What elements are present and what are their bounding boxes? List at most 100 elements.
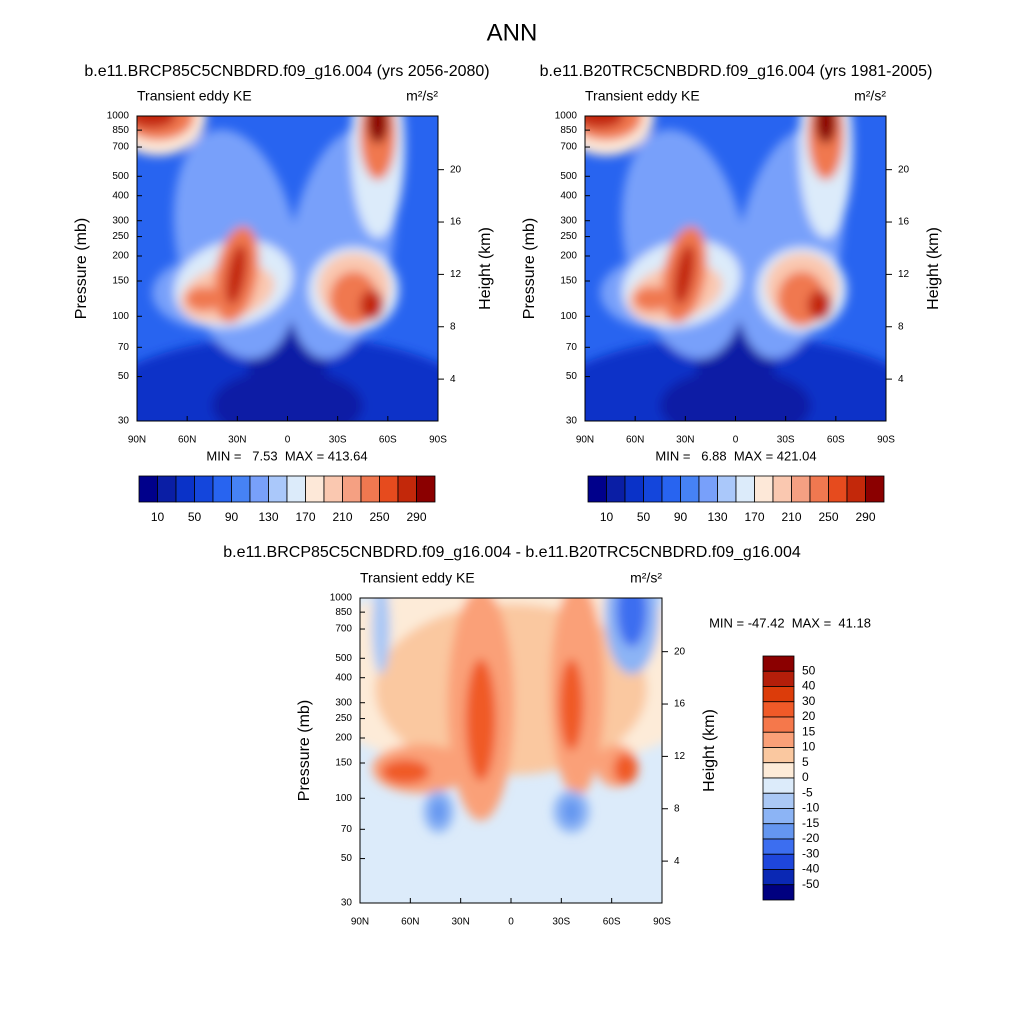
y-tick-label: 700 [560, 142, 577, 153]
y-tick-label: 200 [335, 733, 352, 744]
x-tick-label: 60N [626, 435, 644, 446]
colorbar-label: 90 [674, 510, 688, 524]
contour-field [585, 116, 886, 421]
y2-tick-label: 20 [450, 164, 462, 175]
colorbar-label: 50 [802, 663, 816, 677]
y-tick-label: 50 [341, 853, 353, 864]
colorbar-box [194, 475, 214, 503]
x-tick-label: 30N [676, 435, 694, 446]
colorbar-label: 50 [637, 510, 651, 524]
y2-axis-label: Height (km) [477, 227, 494, 310]
y-tick-label: 150 [335, 758, 352, 769]
contour-fill [225, 244, 247, 305]
colorbar-box [379, 475, 399, 503]
y2-tick-label: 16 [898, 217, 910, 228]
colorbar-label: -50 [802, 877, 820, 891]
y-tick-label: 500 [112, 171, 129, 182]
y-tick-label: 70 [566, 342, 578, 353]
colorbar-box [643, 475, 663, 503]
colorbar-label: 20 [802, 709, 816, 723]
colorbar-box [762, 853, 795, 870]
y-tick-label: 300 [335, 697, 352, 708]
units-label: m²/s² [406, 88, 438, 104]
colorbar-box [212, 475, 232, 503]
colorbar-box [661, 475, 681, 503]
colorbar-box [762, 670, 795, 687]
y-tick-label: 400 [112, 190, 129, 201]
colorbar-label: 130 [707, 510, 727, 524]
panel-title: b.e11.B20TRC5CNBDRD.f09_g16.004 (yrs 198… [540, 63, 933, 80]
contour-fill [660, 369, 811, 421]
colorbar-label: -15 [802, 816, 820, 830]
y2-tick-label: 12 [450, 269, 462, 280]
y-tick-label: 150 [560, 276, 577, 287]
contour-fill [616, 598, 647, 647]
contour-fill [815, 116, 837, 144]
colorbar-box [416, 475, 436, 503]
x-tick-label: 60N [401, 917, 419, 928]
colorbar-box [772, 475, 792, 503]
y-axis-label: Pressure (mb) [296, 700, 313, 801]
colorbar-label: 5 [802, 755, 809, 769]
colorbar-box [717, 475, 737, 503]
y2-tick-label: 8 [674, 803, 680, 814]
y-tick-label: 850 [560, 125, 577, 136]
x-tick-label: 0 [733, 435, 739, 446]
colorbar-label: 250 [818, 510, 838, 524]
colorbar-label: 10 [802, 740, 816, 754]
y2-tick-label: 12 [674, 751, 686, 762]
y-tick-label: 250 [560, 231, 577, 242]
colorbar-label: -20 [802, 831, 820, 845]
contour-field [360, 598, 662, 903]
y-tick-label: 300 [560, 215, 577, 226]
colorbar-label: 15 [802, 724, 816, 738]
y-tick-label: 1000 [330, 593, 353, 604]
y-tick-label: 100 [335, 793, 352, 804]
colorbar-box [762, 792, 795, 809]
contour-fill [465, 659, 496, 781]
colorbar-box [138, 475, 158, 503]
colorbar-box [587, 475, 607, 503]
left-label: Transient eddy KE [585, 88, 700, 104]
panel-title: b.e11.BRCP85C5CNBDRD.f09_g16.004 (yrs 20… [84, 63, 489, 80]
left-label: Transient eddy KE [360, 570, 475, 586]
y-tick-label: 30 [566, 416, 578, 427]
colorbar-label: -30 [802, 846, 820, 860]
colorbar-box [762, 777, 795, 794]
y-tick-label: 70 [118, 342, 130, 353]
x-tick-label: 30S [777, 435, 795, 446]
y-tick-label: 1000 [107, 111, 130, 122]
y-tick-label: 500 [335, 653, 352, 664]
contour-fill [559, 659, 584, 751]
colorbar-box [846, 475, 866, 503]
colorbar-label: 10 [600, 510, 614, 524]
y-tick-label: 50 [118, 371, 130, 382]
contour-fill [430, 799, 447, 824]
x-tick-label: 90S [877, 435, 895, 446]
contour-fill [585, 116, 625, 129]
y-tick-label: 500 [560, 171, 577, 182]
stats: MIN = 7.53 MAX = 413.64 [206, 448, 367, 463]
colorbar-box [735, 475, 755, 503]
x-tick-label: 90N [576, 435, 594, 446]
colorbar-label: -10 [802, 801, 820, 815]
y-tick-label: 30 [118, 416, 130, 427]
colorbar-label: 210 [332, 510, 352, 524]
y-tick-label: 250 [335, 713, 352, 724]
colorbar-label: 210 [781, 510, 801, 524]
contour-fill [359, 289, 384, 321]
y-tick-label: 200 [112, 251, 129, 262]
y-tick-label: 1000 [555, 111, 578, 122]
x-tick-label: 90N [128, 435, 146, 446]
x-tick-label: 90S [429, 435, 447, 446]
contour-fill [381, 759, 430, 785]
y2-tick-label: 4 [898, 374, 904, 385]
colorbar-box [762, 731, 795, 748]
contour-field [137, 116, 438, 421]
colorbar-box [606, 475, 626, 503]
y-tick-label: 30 [341, 898, 353, 909]
contour-fill [372, 598, 391, 675]
colorbar-box [762, 884, 795, 901]
